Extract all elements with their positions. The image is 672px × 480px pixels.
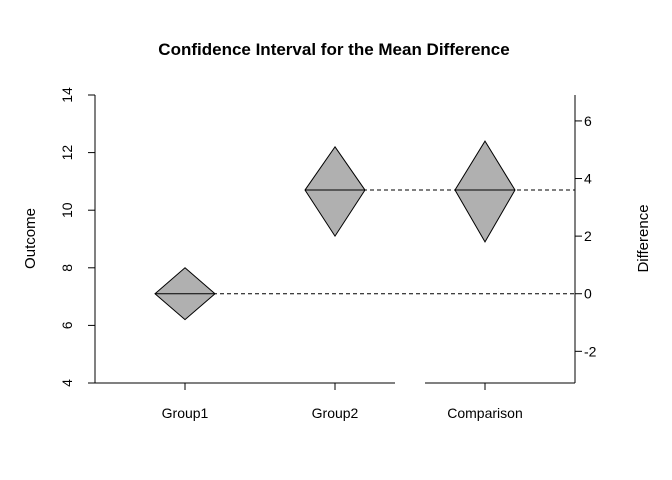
right-axis-tick-label: 6: [584, 113, 592, 129]
right-axis-tick-label: 4: [584, 171, 592, 187]
right-axis-title: Difference: [635, 204, 652, 272]
x-axis-tick-label: Group2: [312, 405, 359, 421]
right-axis-tick-label: 2: [584, 228, 592, 244]
left-axis-tick-label: 6: [59, 321, 75, 329]
left-axis-title: Outcome: [22, 208, 39, 269]
left-axis-tick-label: 10: [59, 202, 75, 218]
diamond-comparison: [454, 140, 516, 243]
left-axis-tick-label: 12: [59, 145, 75, 161]
chart-title: Confidence Interval for the Mean Differe…: [158, 40, 509, 59]
x-axis-tick-label: Group1: [162, 405, 209, 421]
left-axis-tick-label: 8: [59, 264, 75, 272]
right-axis-tick-label: 0: [584, 286, 592, 302]
diamond-group2: [304, 145, 366, 238]
left-axis-tick-label: 14: [59, 87, 75, 103]
right-axis-tick-label: -2: [584, 343, 597, 359]
left-axis-tick-label: 4: [59, 379, 75, 387]
plot-area: 4 6 8 10 12 14 -2 0 2 4 6 Group1 Group2 Comparison: [59, 87, 597, 421]
x-axis-tick-label: Comparison: [447, 405, 522, 421]
